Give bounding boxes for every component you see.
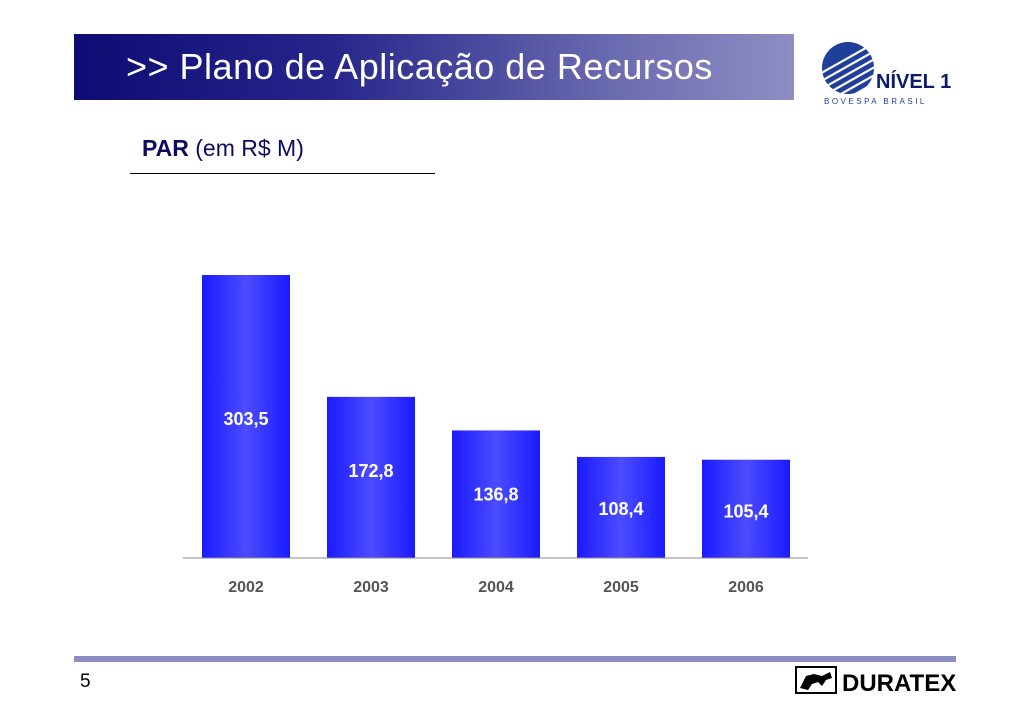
slide-title: >> Plano de Aplicação de Recursos	[126, 46, 713, 87]
chart-unit: (em R$ M)	[195, 135, 304, 161]
bovespa-logo-text: BOVESPA BRASIL	[824, 97, 927, 106]
category-label-2005: 2005	[603, 579, 639, 596]
nivel1-bovespa-logo: NÍVEL 1 BOVESPA BRASIL	[822, 42, 951, 106]
subtitle-underline	[130, 173, 435, 174]
value-label-2006: 105,4	[723, 502, 768, 522]
footer-rule	[74, 656, 956, 662]
value-label-2004: 136,8	[473, 484, 518, 504]
chart-title: PAR	[142, 135, 189, 161]
bar-2003	[327, 396, 415, 558]
category-label-2004: 2004	[478, 579, 514, 596]
bar-2002	[202, 275, 290, 558]
chart-subtitle: PAR (em R$ M)	[142, 135, 304, 162]
value-label-2002: 303,5	[223, 409, 268, 429]
duratex-logo-text: DURATEX	[842, 670, 956, 696]
category-label-2002: 2002	[228, 579, 264, 596]
header-bar: >> Plano de Aplicação de Recursos	[74, 34, 794, 100]
category-label-2006: 2006	[728, 579, 764, 596]
bar-2006	[702, 459, 790, 558]
category-label-2003: 2003	[353, 579, 389, 596]
page-number: 5	[80, 671, 91, 692]
value-label-2005: 108,4	[598, 499, 643, 519]
bar-2005	[577, 456, 665, 558]
duratex-logo: DURATEX	[795, 666, 956, 696]
value-label-2003: 172,8	[348, 461, 393, 481]
nivel1-logo-text: NÍVEL 1	[876, 70, 951, 93]
bar-2004	[452, 430, 540, 558]
